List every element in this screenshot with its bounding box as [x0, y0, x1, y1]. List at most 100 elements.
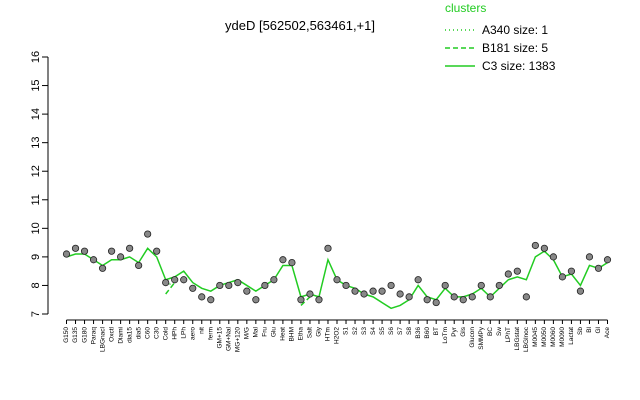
x-tick-label: LBGstat — [514, 327, 521, 351]
x-tick-label: Gly — [316, 326, 323, 337]
x-tick-label: HTm — [325, 327, 332, 341]
x-tick-label: Oxctl — [108, 326, 115, 341]
data-point — [80, 247, 89, 255]
x-tick-label: S1 — [343, 327, 350, 335]
y-tick-label: 7 — [30, 311, 42, 317]
y-tick-label: 15 — [30, 79, 42, 91]
data-point — [171, 276, 179, 284]
x-tick-label: M/G — [244, 327, 251, 339]
x-tick-label: dia15 — [126, 327, 133, 343]
x-tick-label: Gl — [595, 326, 602, 333]
legend-title: clusters — [445, 1, 486, 15]
y-tick-label: 14 — [30, 108, 42, 120]
data-point — [180, 276, 188, 284]
x-tick-label: SMMPy — [478, 326, 485, 350]
data-point — [216, 281, 224, 290]
data-point — [234, 278, 242, 287]
data-point — [153, 247, 161, 255]
data-point — [405, 293, 413, 301]
x-tick-label: Paraq — [90, 327, 97, 345]
y-tick-label: 11 — [30, 194, 42, 205]
data-point — [603, 256, 612, 264]
x-tick-label: MG+120 — [235, 327, 242, 352]
data-point — [585, 253, 594, 261]
x-tick-label: Glu — [271, 327, 278, 338]
legend-label: A340 size: 1 — [482, 23, 548, 37]
data-point — [189, 284, 197, 292]
data-point — [594, 264, 603, 272]
x-tick-label: Mal — [253, 326, 260, 337]
x-tick-label: nit — [198, 327, 205, 334]
data-point — [252, 296, 260, 304]
x-tick-label: GM+15 — [217, 327, 224, 349]
x-tick-label: LPh — [180, 327, 187, 339]
legend-label: B181 size: 5 — [482, 41, 548, 55]
x-tick-label: Bl — [586, 326, 593, 332]
data-point — [450, 293, 458, 301]
x-tick-label: BHM — [289, 327, 296, 341]
chart-title: ydeD [562502,563461,+1] — [225, 18, 375, 33]
x-tick-label: B36 — [415, 327, 422, 339]
x-tick-label: S7 — [397, 327, 404, 335]
data-point — [549, 253, 557, 261]
y-tick-label: 9 — [30, 254, 42, 260]
x-tick-label: Gls — [460, 326, 467, 337]
cluster-line — [165, 282, 311, 306]
x-tick-label: Heat — [280, 327, 287, 341]
x-tick-label: S3 — [361, 327, 368, 335]
data-point — [135, 261, 143, 270]
x-tick-label: M0090 — [559, 327, 566, 347]
data-point — [351, 287, 359, 295]
x-tick-label: Cold — [162, 327, 169, 341]
x-tick-label: Diami — [117, 327, 124, 344]
data-point — [333, 276, 341, 284]
data-point — [198, 293, 206, 301]
data-point — [98, 264, 107, 272]
data-point — [432, 298, 440, 307]
x-tick-label: HPh — [171, 327, 178, 340]
x-tick-label: B60 — [424, 327, 431, 339]
x-tick-label: S8 — [406, 327, 413, 335]
data-point — [288, 258, 296, 267]
data-point — [387, 281, 395, 290]
data-point — [414, 276, 422, 284]
y-tick-label: 10 — [30, 222, 42, 234]
data-point — [297, 296, 305, 304]
x-tick-label: M0060 — [550, 327, 557, 347]
data-point — [107, 247, 116, 255]
cluster-line — [165, 281, 175, 287]
x-tick-label: LPhT — [505, 327, 512, 343]
x-tick-label: BC — [487, 327, 494, 336]
data-point — [423, 296, 431, 304]
data-point — [486, 293, 494, 301]
data-point — [261, 281, 269, 290]
x-tick-label: G150 — [63, 327, 70, 343]
x-tick-label: dia5 — [135, 327, 142, 340]
x-tick-label: LoTm — [442, 327, 449, 344]
data-point — [117, 253, 125, 261]
x-tick-label: GM+Nal — [226, 326, 233, 351]
x-tick-label: M0050 — [541, 327, 548, 347]
x-tick-label: LBGnacl — [99, 326, 106, 351]
data-point — [62, 250, 71, 258]
x-tick-label: Salt — [307, 327, 314, 338]
x-tick-label: Glucon — [469, 327, 476, 348]
data-point — [531, 241, 539, 250]
x-tick-label: C30 — [153, 327, 160, 339]
data-point — [342, 281, 350, 290]
data-point — [540, 244, 548, 252]
data-point — [495, 281, 503, 290]
x-tick-label: BT — [433, 327, 440, 335]
data-point — [207, 296, 215, 304]
x-tick-label: Ace — [604, 327, 611, 339]
data-point — [306, 290, 314, 298]
x-tick-label: Sw — [496, 327, 503, 336]
data-point — [441, 281, 449, 290]
x-tick-label: M0045 — [532, 327, 539, 347]
data-point — [396, 290, 404, 298]
y-tick-label: 8 — [30, 282, 42, 288]
data-point — [369, 287, 377, 295]
data-point — [459, 296, 467, 304]
data-point — [144, 230, 152, 238]
